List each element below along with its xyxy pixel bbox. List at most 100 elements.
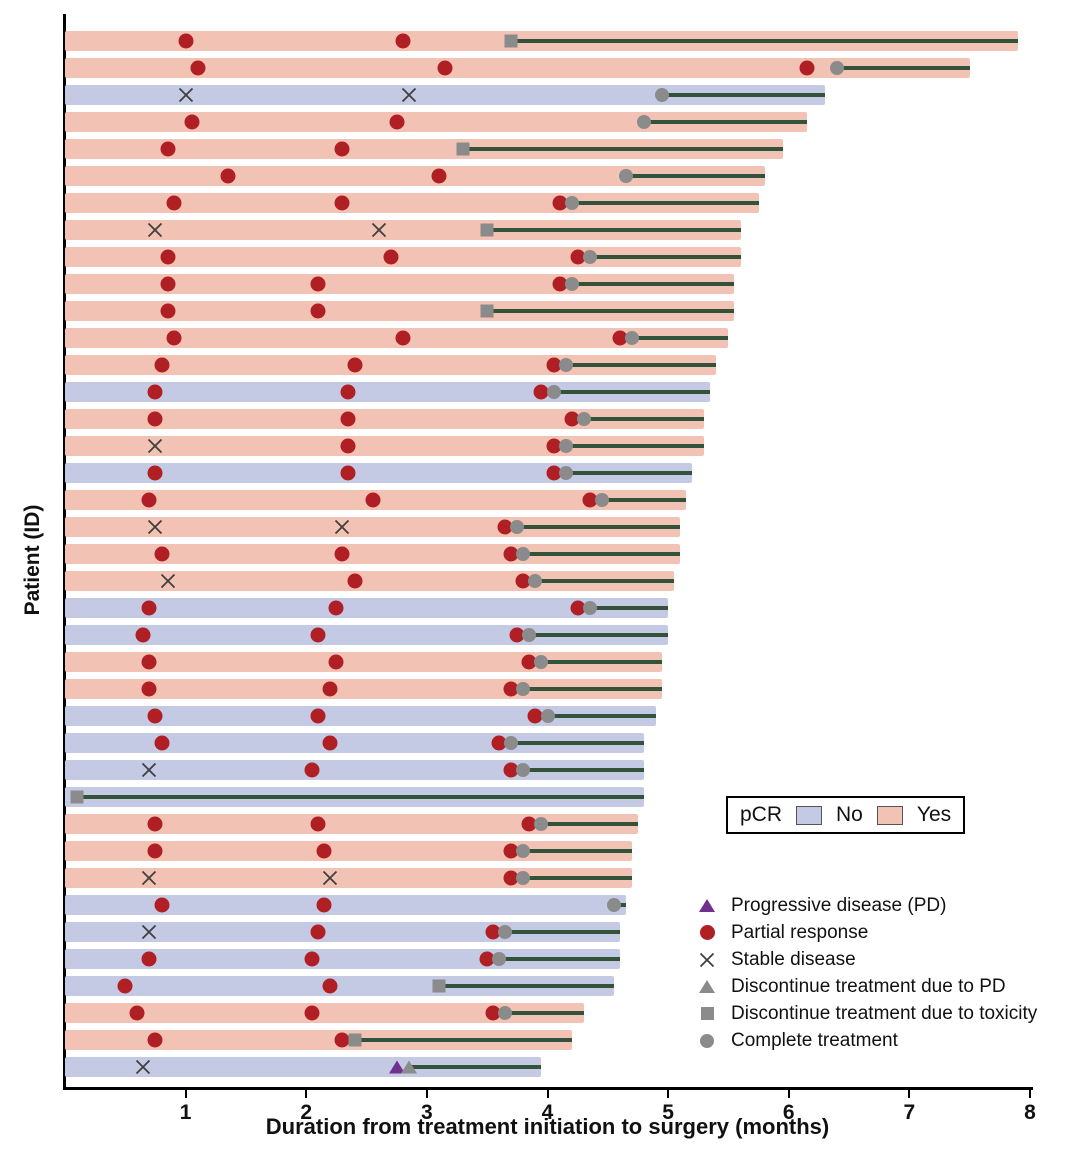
x-tick-mark xyxy=(667,1089,670,1098)
partial-response-marker-icon xyxy=(479,951,495,967)
partial-response-marker-icon xyxy=(437,60,453,76)
partial-response-marker-icon xyxy=(552,276,568,292)
patient-bar xyxy=(65,867,632,888)
legend-item: Discontinue treatment due to PD xyxy=(697,973,1037,1000)
legend-marker-wrap xyxy=(697,1007,717,1020)
stable-disease-marker-icon xyxy=(177,86,195,104)
partial-response-marker-icon xyxy=(389,114,405,130)
x-axis-line xyxy=(63,1087,1033,1090)
post-treatment-line xyxy=(408,1064,542,1069)
legend-item: Partial response xyxy=(697,919,1037,946)
complete-treatment-marker-icon xyxy=(516,547,531,561)
patient-bar xyxy=(65,1002,584,1023)
pcr-legend: pCR No Yes xyxy=(726,796,966,834)
partial-response-marker-icon xyxy=(147,1032,163,1048)
x-axis-label: Duration from treatment initiation to su… xyxy=(265,1114,830,1139)
partial-response-marker-icon xyxy=(365,492,381,508)
post-treatment-line xyxy=(77,794,644,799)
complete-treatment-marker-icon xyxy=(700,1033,714,1048)
post-treatment-line xyxy=(837,66,970,71)
x-tick-label: 7 xyxy=(903,1101,916,1124)
post-treatment-line xyxy=(565,444,705,449)
post-treatment-line xyxy=(541,659,663,664)
partial-response-marker-icon xyxy=(147,843,163,859)
complete-treatment-marker-icon xyxy=(637,115,651,130)
partial-response-marker-icon xyxy=(521,816,537,832)
partial-response-marker-icon xyxy=(334,546,350,562)
complete-treatment-marker-icon xyxy=(534,816,549,831)
complete-treatment-marker-icon xyxy=(594,493,609,508)
post-treatment-line xyxy=(589,605,669,610)
legend-marker-wrap xyxy=(697,980,717,993)
discontinue-toxicity-marker-icon xyxy=(700,1007,714,1020)
complete-treatment-marker-icon xyxy=(516,681,531,696)
partial-response-marker-icon xyxy=(612,330,628,346)
partial-response-marker-icon xyxy=(184,114,200,130)
x-tick-mark xyxy=(184,1089,187,1098)
patient-bar xyxy=(65,463,693,484)
complete-treatment-marker-icon xyxy=(510,520,525,535)
x-tick-label: 6 xyxy=(782,1101,795,1124)
pcr-no-swatch-icon xyxy=(796,805,823,825)
post-treatment-line xyxy=(571,201,759,206)
post-treatment-line xyxy=(505,1010,584,1015)
complete-treatment-marker-icon xyxy=(564,277,579,292)
post-treatment-line xyxy=(662,93,825,98)
x-tick-label: 8 xyxy=(1024,1101,1036,1124)
partial-response-marker-icon xyxy=(154,735,169,751)
partial-response-marker-icon xyxy=(147,384,163,400)
post-treatment-line xyxy=(463,147,783,152)
partial-response-marker-icon xyxy=(166,330,182,346)
patient-bar xyxy=(65,85,825,106)
post-treatment-line xyxy=(438,983,614,988)
partial-response-marker-icon xyxy=(141,600,157,616)
partial-response-marker-icon xyxy=(304,1005,320,1021)
partial-response-marker-icon xyxy=(322,681,338,697)
patient-bar xyxy=(65,112,807,133)
patient-bar xyxy=(65,813,638,834)
stable-disease-marker-icon xyxy=(140,923,158,941)
pcr-yes-label: Yes xyxy=(916,803,952,826)
stable-disease-marker-icon xyxy=(333,518,351,536)
partial-response-marker-icon xyxy=(117,978,133,994)
partial-response-marker-icon xyxy=(310,627,326,643)
complete-treatment-marker-icon xyxy=(522,627,537,642)
post-treatment-line xyxy=(511,740,644,745)
complete-treatment-marker-icon xyxy=(582,600,597,615)
partial-response-marker-icon xyxy=(383,249,399,265)
post-treatment-line xyxy=(625,174,765,179)
stable-disease-marker-icon xyxy=(400,86,418,104)
legend-marker-wrap xyxy=(697,899,717,912)
patient-bar xyxy=(65,436,705,457)
patient-bar xyxy=(65,139,783,160)
partial-response-marker-icon xyxy=(154,897,169,913)
partial-response-marker-icon xyxy=(129,1005,145,1021)
patient-bar xyxy=(65,705,657,726)
partial-response-marker-icon xyxy=(347,573,362,589)
partial-response-marker-icon xyxy=(340,384,356,400)
partial-response-marker-icon xyxy=(316,897,332,913)
complete-treatment-marker-icon xyxy=(492,951,507,966)
patient-bar xyxy=(65,220,741,241)
x-tick-mark xyxy=(1029,1089,1031,1098)
partial-response-marker-icon xyxy=(799,60,815,76)
post-treatment-line xyxy=(523,686,663,691)
partial-response-marker-icon xyxy=(533,384,549,400)
stable-disease-marker-icon xyxy=(159,572,177,590)
discontinue-toxicity-marker-icon xyxy=(480,304,494,318)
post-treatment-line xyxy=(523,875,632,880)
pcr-legend-title: pCR xyxy=(740,803,783,826)
partial-response-marker-icon xyxy=(515,573,531,589)
complete-treatment-marker-icon xyxy=(830,61,844,76)
partial-response-marker-icon xyxy=(160,141,176,157)
legend-item-label: Partial response xyxy=(731,921,869,943)
partial-response-marker-icon xyxy=(141,681,157,697)
complete-treatment-marker-icon xyxy=(582,250,597,265)
partial-response-marker-icon xyxy=(160,303,176,319)
complete-treatment-marker-icon xyxy=(655,88,670,103)
partial-response-marker-icon xyxy=(699,925,715,940)
x-tick-label: 1 xyxy=(179,1101,192,1124)
complete-treatment-marker-icon xyxy=(618,169,633,184)
partial-response-marker-icon xyxy=(310,303,326,319)
